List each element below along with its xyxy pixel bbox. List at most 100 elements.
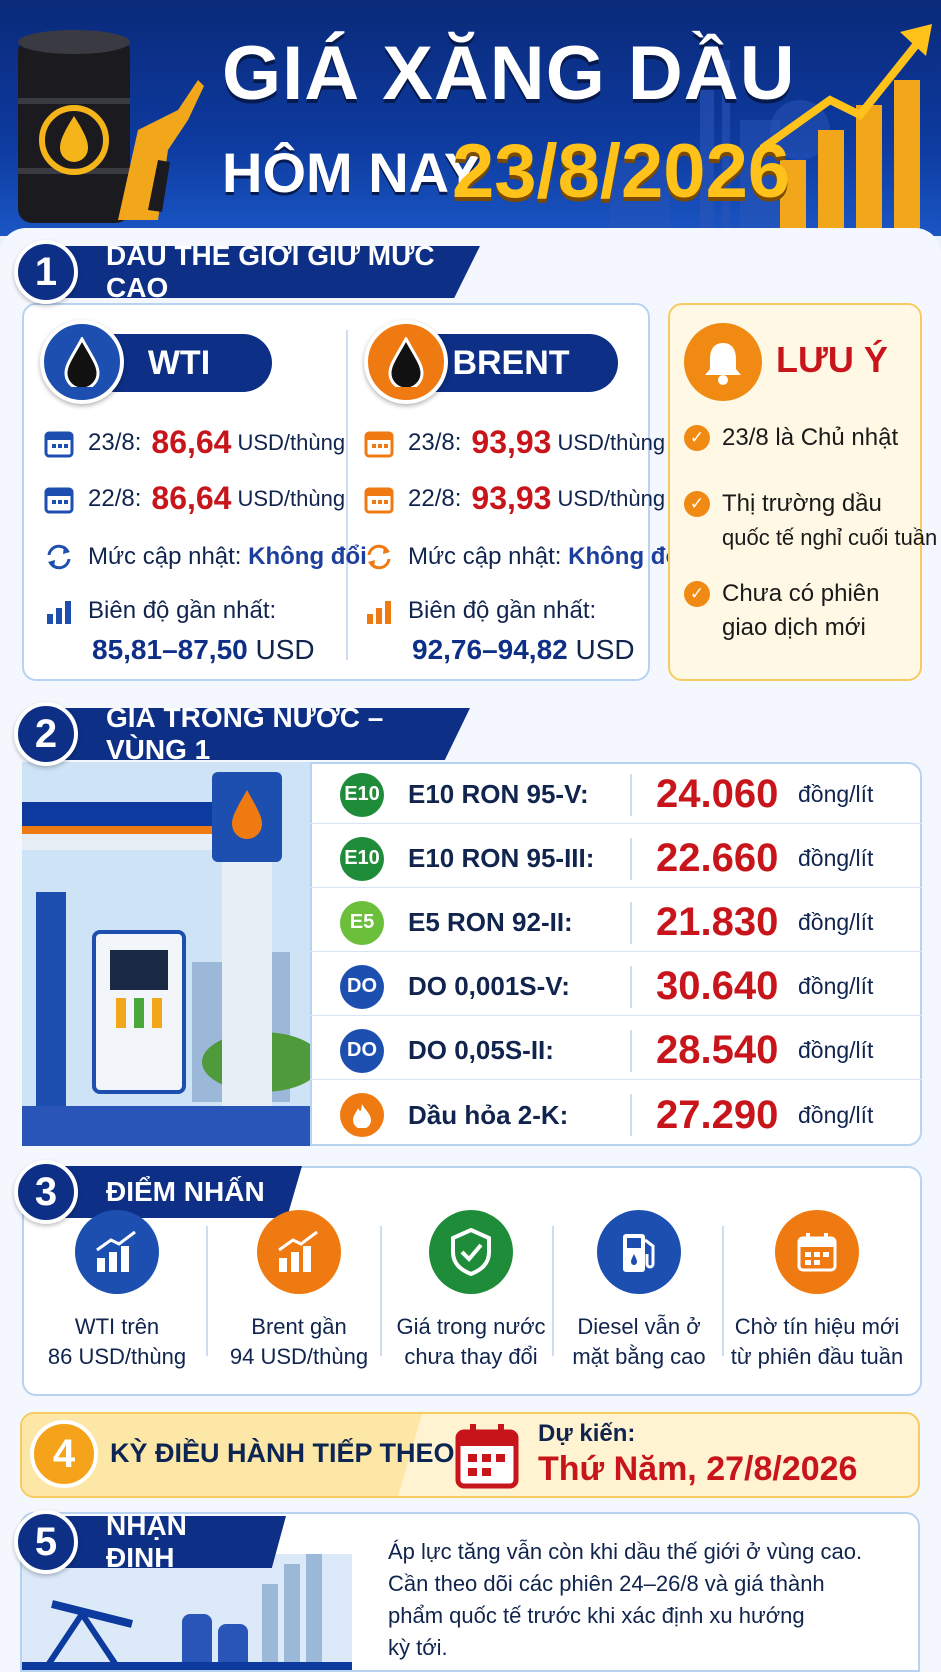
fuel-price: 24.060 [630,772,780,816]
unit-label: đồng/lít [798,781,874,807]
range-unit: USD [575,634,635,665]
update-label: Mức cập nhật: [408,543,562,570]
divider [206,1226,208,1356]
highlight-item: Diesel vẫn ở mặt bằng cao [552,1210,726,1372]
refresh-icon [367,544,391,570]
range-unit: USD [255,634,315,665]
wti-row-update: Mức cập nhật: Không đổi [44,542,367,572]
table-row: DO DO 0,05S-II: 28.540 đồng/lít [310,1022,922,1080]
domestic-price-table [310,762,922,1146]
header-date: 23/8/2026 [452,129,791,214]
fuel-name: DO 0,05S-II: [408,1035,554,1065]
assessment-line: Cần theo dõi các phiên 24–26/8 và giá th… [388,1571,825,1596]
note-item: ✓ 23/8 là Chủ nhật [684,421,920,455]
unit-label: USD/thùng [237,485,346,511]
wti-row-d1: 23/8: 86,64 USD/thùng [44,424,345,461]
oil-drop-icon [364,320,448,404]
divider [552,1226,554,1356]
fuel-name: DO 0,001S-V: [408,971,570,1001]
wti-range: 85,81–87,50 USD [92,634,315,666]
unit-label: USD/thùng [237,429,346,455]
range-label: Biên độ gần nhất: [88,597,277,624]
section-3-badge: 3 [14,1160,78,1224]
table-row: E10 E10 RON 95-V: 24.060 đồng/lít [310,766,922,824]
page-title: GIÁ XĂNG DẦU [222,31,796,116]
unit-label: USD/thùng [557,485,666,511]
unit-label: đồng/lít [798,973,874,999]
divider [380,1226,382,1356]
page-subtitle: HÔM NAY [222,141,482,204]
fuel-name: E10 RON 95-III: [408,843,595,873]
calendar-icon [775,1210,859,1294]
date-label: 22/8: [408,484,462,512]
fuel-name: E10 RON 95-V: [408,779,589,809]
assessment-line: Áp lực tăng vẫn còn khi dầu thế giới ở v… [388,1539,863,1564]
note-text: quốc tế nghỉ cuối tuần [722,525,938,550]
highlight-text: Chờ tín hiệu mới [734,1314,900,1339]
brent-row-d1: 23/8: 93,93 USD/thùng [364,424,665,461]
section-3-title: ĐIỂM NHẤN [50,1166,302,1218]
section-2-badge: 2 [14,702,78,766]
fuel-code-badge: DO [340,964,384,1009]
unit-label: đồng/lít [798,845,874,871]
note-card: LƯU Ý ✓ 23/8 là Chủ nhật ✓ Thị trường dầ… [668,303,937,681]
fuel-price: 30.640 [630,964,780,1008]
date-label: 23/8: [88,428,142,456]
calendar-icon [44,431,74,457]
highlight-item: Brent gần 94 USD/thùng [212,1210,386,1372]
unit-label: USD/thùng [557,429,666,455]
oil-barrel-icon [18,30,130,223]
price-rows: E10 E10 RON 95-V: 24.060 đồng/lít E10 E10 RO… [310,766,922,1144]
highlight-text: 86 USD/thùng [47,1344,187,1369]
brent-row-d2: 22/8: 93,93 USD/thùng [364,480,665,517]
range-label: Biên độ gần nhất: [408,597,597,624]
update-label: Mức cập nhật: [88,543,242,570]
section-5-title: NHẬN ĐỊNH [50,1516,286,1568]
assessment-line: phẩm quốc tế trước khi xác định xu hướng [388,1603,805,1628]
note-item: ✓ Thị trường dầu quốc tế nghỉ cuối tuần [684,487,937,555]
bar-chart-up-icon [75,1210,159,1294]
fuel-nozzle-icon [118,80,204,220]
check-icon: ✓ [684,491,710,517]
wti-update-value: Không đổi [248,543,367,570]
bar-chart-icon [47,601,71,624]
bar-chart-icon [367,601,391,624]
section-2-title: GIÁ TRONG NƯỚC – VÙNG 1 [50,708,470,760]
section-5-badge: 5 [14,1510,78,1574]
calendar-icon [455,1424,519,1489]
calendar-icon [364,487,394,513]
table-row: Dầu hỏa 2-K: 27.290 đồng/lít [310,1086,922,1144]
check-icon: ✓ [684,581,710,607]
assessment-text: Áp lực tăng vẫn còn khi dầu thế giới ở v… [388,1536,862,1664]
flame-icon [340,1093,384,1137]
refresh-icon [47,544,71,570]
brent-range: 92,76–94,82 USD [412,634,635,666]
oil-drop-icon [40,320,124,404]
section-1-badge: 1 [14,240,78,304]
fuel-price: 22.660 [630,836,780,880]
table-row: DO DO 0,001S-V: 30.640 đồng/lít [310,958,922,1016]
note-text: Chưa có phiên [722,580,880,607]
highlight-text: Diesel vẫn ở [577,1314,701,1339]
section-1-title: DẦU THẾ GIỚI GIỮ MỨC CAO [50,246,480,298]
fuel-code-badge: E5 [340,900,384,945]
assessment-card [20,1512,920,1672]
note-item: ✓ Chưa có phiên giao dịch mới [684,577,920,645]
wti-row-d2: 22/8: 86,64 USD/thùng [44,480,345,517]
highlight-text: WTI trên [74,1314,160,1339]
calendar-icon [364,431,394,457]
table-row: E10 E10 RON 95-III: 22.660 đồng/lít [310,830,922,888]
oil-field-illustration [22,1554,352,1670]
fuel-price: 28.540 [630,1028,780,1072]
highlight-text: 94 USD/thùng [229,1344,369,1369]
bar-chart-up-icon [257,1210,341,1294]
note-text: giao dịch mới [722,614,866,641]
expected-date: Thứ Năm, 27/8/2026 [538,1450,858,1488]
divider [346,330,348,660]
wti-price-d2: 86,64 [151,480,232,516]
highlight-text: từ phiên đầu tuần [730,1344,904,1369]
fuel-code-badge: E10 [340,836,384,881]
shield-check-icon [429,1210,513,1294]
fuel-pump-icon [597,1210,681,1294]
brent-price-d1: 93,93 [471,424,552,460]
